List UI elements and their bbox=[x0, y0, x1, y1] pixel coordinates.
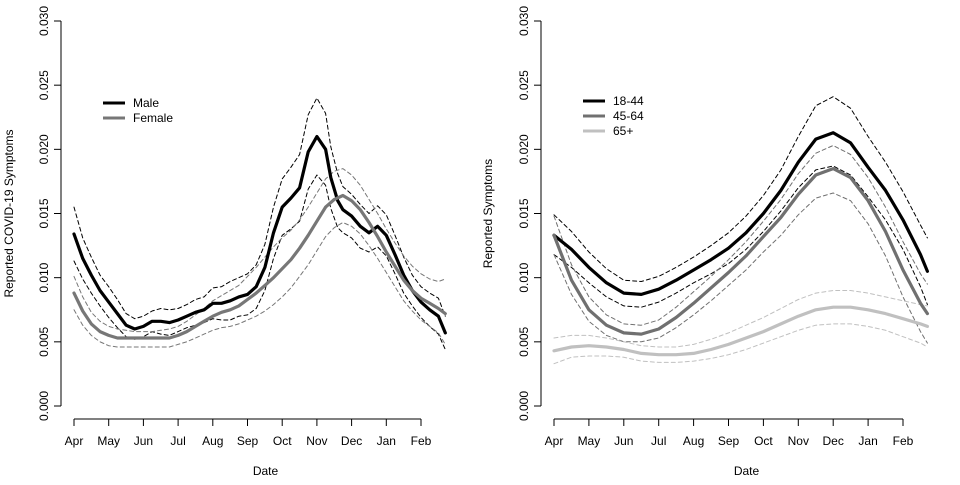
confidence-band-line bbox=[553, 290, 928, 348]
x-tick-label: Jan bbox=[858, 434, 877, 448]
x-axis-title: Date bbox=[734, 464, 760, 478]
legend-label: 18-44 bbox=[613, 94, 644, 108]
y-tick-label: 0.020 bbox=[517, 134, 531, 164]
chart-panel-2: 0.000 0.005 0.010 0.015 0.020 0.025 0.030 Apr Ma… bbox=[481, 6, 929, 478]
confidence-band-line bbox=[553, 145, 928, 326]
confidence-band-line bbox=[73, 168, 446, 333]
confidence-band-line bbox=[553, 165, 928, 308]
legend-label: Male bbox=[133, 96, 159, 110]
x-tick-label: Jul bbox=[651, 434, 666, 448]
legend-label: 65+ bbox=[613, 124, 633, 138]
y-tick-label: 0.010 bbox=[37, 262, 51, 292]
x-tick-label: Jun bbox=[614, 434, 633, 448]
x-tick-label: Aug bbox=[202, 434, 223, 448]
chart-panel-1: 0.000 0.005 0.010 0.015 0.020 0.025 0.030 Apr Ma… bbox=[2, 6, 447, 478]
x-tick-label: Sep bbox=[237, 434, 259, 448]
confidence-band-line bbox=[553, 323, 928, 365]
x-tick-label: Apr bbox=[545, 434, 564, 448]
y-axis-title: Reported Symptoms bbox=[481, 159, 495, 268]
y-tick-label: 0.015 bbox=[517, 198, 531, 228]
x-tick-label: Nov bbox=[788, 434, 809, 448]
x-tick-label: Dec bbox=[341, 434, 362, 448]
y-tick-label: 0.025 bbox=[517, 70, 531, 100]
y-tick-label: 0.025 bbox=[37, 70, 51, 100]
legend-label: Female bbox=[133, 111, 173, 125]
series-line bbox=[72, 134, 447, 335]
y-tick-label: 0.015 bbox=[37, 198, 51, 228]
confidence-band-line bbox=[553, 96, 928, 282]
y-tick-label: 0.010 bbox=[517, 262, 531, 292]
series-line bbox=[552, 305, 929, 357]
confidence-band-line bbox=[73, 97, 446, 320]
x-axis-title: Date bbox=[253, 464, 279, 478]
series-line bbox=[552, 167, 929, 336]
x-tick-label: Apr bbox=[65, 434, 84, 448]
y-tick-label: 0.005 bbox=[517, 326, 531, 356]
y-tick-label: 0.020 bbox=[37, 134, 51, 164]
x-tick-label: Dec bbox=[823, 434, 844, 448]
x-tick-label: Feb bbox=[411, 434, 432, 448]
y-tick-label: 0.030 bbox=[517, 6, 531, 36]
x-tick-label: Jan bbox=[377, 434, 396, 448]
x-tick-label: Jul bbox=[170, 434, 185, 448]
y-tick-label: 0.000 bbox=[517, 391, 531, 421]
x-tick-label: Sep bbox=[718, 434, 740, 448]
x-tick-label: Feb bbox=[893, 434, 914, 448]
y-tick-label: 0.005 bbox=[37, 326, 51, 356]
y-tick-label: 0.030 bbox=[37, 6, 51, 36]
x-tick-label: Nov bbox=[306, 434, 327, 448]
confidence-band-line bbox=[553, 192, 928, 344]
x-tick-label: Aug bbox=[683, 434, 704, 448]
legend-label: 45-64 bbox=[613, 109, 644, 123]
series-line bbox=[552, 131, 929, 296]
confidence-band-line bbox=[73, 222, 446, 348]
confidence-band-line bbox=[73, 174, 446, 350]
y-tick-label: 0.000 bbox=[37, 391, 51, 421]
x-tick-label: Jun bbox=[134, 434, 153, 448]
x-tick-label: May bbox=[578, 434, 601, 448]
series-line bbox=[72, 193, 447, 340]
x-tick-label: Oct bbox=[754, 434, 773, 448]
x-tick-label: May bbox=[97, 434, 120, 448]
x-tick-label: Oct bbox=[273, 434, 292, 448]
y-axis-title: Reported COVID-19 Symptoms bbox=[2, 129, 16, 297]
